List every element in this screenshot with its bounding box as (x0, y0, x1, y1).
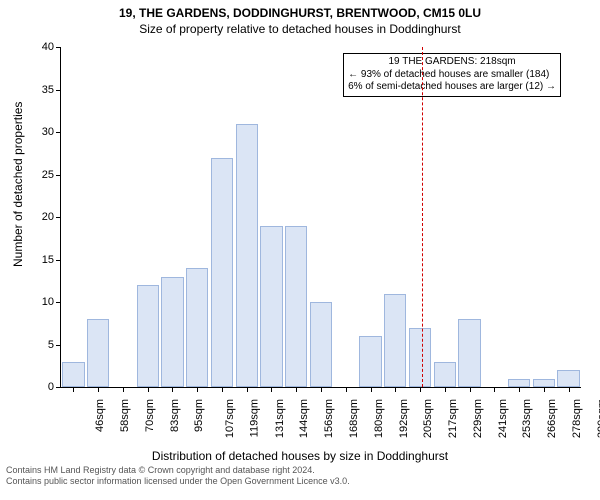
histogram-bar (87, 319, 109, 387)
reference-line (422, 47, 423, 387)
x-tick: 217sqm (447, 399, 459, 438)
histogram-bar (310, 302, 332, 387)
annotation-line1: 19 THE GARDENS: 218sqm (348, 56, 556, 69)
histogram-bar (434, 362, 456, 388)
histogram-bar (236, 124, 258, 388)
footer-line1: Contains HM Land Registry data © Crown c… (6, 465, 594, 476)
x-tick: 241sqm (497, 399, 509, 438)
x-tick: 95sqm (193, 399, 205, 432)
y-tick: 30 (0, 126, 60, 138)
x-tick-mark (494, 387, 495, 392)
plot-area: 19 THE GARDENS: 218sqm ← 93% of detached… (60, 47, 581, 388)
histogram-bar (62, 362, 84, 388)
x-tick-mark (222, 387, 223, 392)
x-tick-mark (247, 387, 248, 392)
x-tick: 83sqm (169, 399, 181, 432)
chart-title-line1: 19, THE GARDENS, DODDINGHURST, BRENTWOOD… (0, 0, 600, 22)
x-tick: 266sqm (546, 399, 558, 438)
x-tick: 58sqm (119, 399, 131, 432)
x-tick: 46sqm (94, 399, 106, 432)
x-tick-mark (296, 387, 297, 392)
annotation-line2: ← 93% of detached houses are smaller (18… (348, 69, 556, 82)
x-tick-mark (271, 387, 272, 392)
x-tick: 205sqm (422, 399, 434, 438)
x-tick-mark (569, 387, 570, 392)
x-tick: 180sqm (373, 399, 385, 438)
y-tick: 5 (0, 339, 60, 351)
x-tick-mark (395, 387, 396, 392)
x-tick: 144sqm (299, 399, 311, 438)
chart-title-line2: Size of property relative to detached ho… (0, 22, 600, 38)
x-tick-mark (346, 387, 347, 392)
annotation-line3: 6% of semi-detached houses are larger (1… (348, 81, 556, 94)
x-tick: 168sqm (348, 399, 360, 438)
chart-container: Number of detached properties 19 THE GAR… (0, 37, 600, 447)
x-tick: 229sqm (472, 399, 484, 438)
histogram-bar (533, 379, 555, 388)
histogram-bar (161, 277, 183, 388)
x-tick-mark (519, 387, 520, 392)
y-tick: 20 (0, 211, 60, 223)
x-tick: 131sqm (274, 399, 286, 438)
histogram-bar (137, 285, 159, 387)
y-tick: 15 (0, 254, 60, 266)
x-tick-mark (123, 387, 124, 392)
x-tick: 253sqm (521, 399, 533, 438)
y-tick: 35 (0, 84, 60, 96)
x-tick-mark (321, 387, 322, 392)
annotation-box: 19 THE GARDENS: 218sqm ← 93% of detached… (343, 53, 561, 97)
x-tick-mark (445, 387, 446, 392)
histogram-bar (557, 370, 579, 387)
y-tick: 10 (0, 296, 60, 308)
x-tick: 278sqm (571, 399, 583, 438)
y-tick: 25 (0, 169, 60, 181)
x-tick: 192sqm (398, 399, 410, 438)
x-tick-mark (197, 387, 198, 392)
x-tick-mark (544, 387, 545, 392)
x-tick: 290sqm (596, 399, 600, 438)
x-axis-label: Distribution of detached houses by size … (0, 449, 600, 463)
x-tick-mark (470, 387, 471, 392)
y-tick: 40 (0, 41, 60, 53)
histogram-bar (285, 226, 307, 388)
x-tick-mark (98, 387, 99, 392)
histogram-bar (359, 336, 381, 387)
footer-line2: Contains public sector information licen… (6, 476, 594, 487)
x-tick: 119sqm (248, 399, 260, 437)
x-tick: 107sqm (224, 399, 236, 438)
histogram-bar (508, 379, 530, 388)
x-tick-mark (420, 387, 421, 392)
y-tick: 0 (0, 381, 60, 393)
histogram-bar (458, 319, 480, 387)
x-tick-mark (371, 387, 372, 392)
x-tick-mark (172, 387, 173, 392)
x-tick: 70sqm (144, 399, 156, 432)
histogram-bar (409, 328, 431, 388)
histogram-bar (186, 268, 208, 387)
histogram-bar (260, 226, 282, 388)
histogram-bar (384, 294, 406, 388)
x-tick-mark (148, 387, 149, 392)
histogram-bar (211, 158, 233, 388)
x-tick: 156sqm (323, 399, 335, 438)
x-tick-mark (73, 387, 74, 392)
footer: Contains HM Land Registry data © Crown c… (0, 463, 600, 488)
